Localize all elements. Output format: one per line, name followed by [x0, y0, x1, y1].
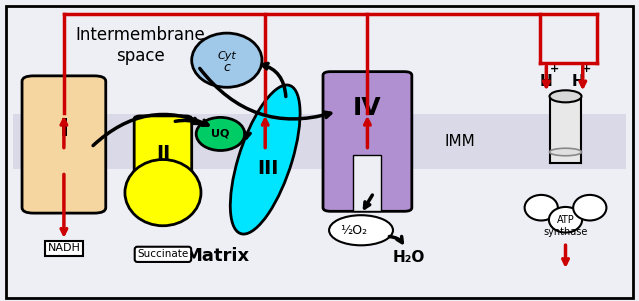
Text: c: c — [224, 61, 230, 74]
Text: NADH: NADH — [47, 243, 81, 253]
Text: +: + — [582, 64, 591, 74]
Text: III: III — [258, 159, 279, 178]
Text: Succinate: Succinate — [137, 249, 189, 259]
Ellipse shape — [125, 160, 201, 226]
Ellipse shape — [550, 148, 581, 156]
Text: +: + — [550, 64, 559, 74]
Text: ATP
synthase: ATP synthase — [543, 215, 588, 237]
Text: ½O₂: ½O₂ — [340, 224, 367, 237]
Circle shape — [329, 215, 393, 245]
Text: Matrix: Matrix — [185, 247, 250, 265]
FancyBboxPatch shape — [134, 116, 192, 203]
Ellipse shape — [573, 195, 606, 220]
Bar — [13, 114, 626, 169]
Text: IV: IV — [353, 96, 381, 120]
Text: UQ: UQ — [212, 129, 229, 139]
Ellipse shape — [550, 90, 581, 102]
Text: H₂O: H₂O — [393, 250, 425, 265]
Text: II: II — [156, 144, 170, 163]
FancyBboxPatch shape — [323, 72, 412, 211]
Bar — [550, 96, 581, 163]
Text: Intermembrane
space: Intermembrane space — [75, 26, 206, 64]
Text: H: H — [572, 74, 585, 89]
Text: H: H — [540, 74, 553, 89]
Ellipse shape — [192, 33, 262, 87]
Ellipse shape — [230, 85, 300, 234]
Text: IMM: IMM — [445, 134, 475, 149]
Ellipse shape — [525, 195, 558, 220]
Ellipse shape — [196, 117, 245, 150]
Bar — [353, 155, 381, 211]
Text: Cyt: Cyt — [217, 51, 236, 61]
Text: I: I — [59, 117, 68, 141]
FancyBboxPatch shape — [6, 6, 633, 298]
FancyBboxPatch shape — [22, 76, 106, 213]
Ellipse shape — [549, 207, 582, 232]
